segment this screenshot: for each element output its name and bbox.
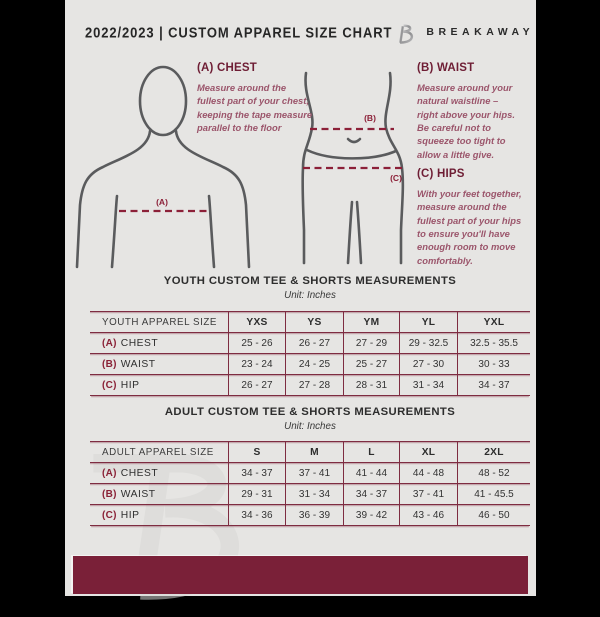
size-range-cell: 44 - 48 bbox=[399, 462, 457, 483]
size-range-cell: 37 - 41 bbox=[399, 483, 457, 504]
size-range-cell: 27 - 28 bbox=[285, 374, 343, 395]
row-marker: (B) bbox=[102, 358, 117, 370]
size-chart-page: 2022/2023 | CUSTOM APPAREL SIZE CHART BR… bbox=[65, 0, 536, 596]
size-range-cell: 39 - 42 bbox=[343, 504, 399, 525]
marker-a-label: (A) bbox=[156, 197, 168, 207]
chest-guide: (A) CHEST Measure around the fullest par… bbox=[197, 62, 313, 134]
size-range-cell: 32.5 - 35.5 bbox=[457, 332, 530, 353]
size-range-cell: 36 - 39 bbox=[285, 504, 343, 525]
size-range-cell: 27 - 29 bbox=[343, 332, 399, 353]
adult-section-title: ADULT CUSTOM TEE & SHORTS MEASUREMENTS bbox=[164, 406, 456, 418]
measurement-row-label: (A) CHEST bbox=[90, 462, 228, 483]
size-column-header: M bbox=[285, 441, 343, 462]
size-column-header: XL bbox=[399, 441, 457, 462]
row-title: HIP bbox=[120, 509, 140, 521]
size-range-cell: 26 - 27 bbox=[228, 374, 285, 395]
size-table-corner-header: ADULT APPAREL SIZE bbox=[90, 441, 228, 462]
size-range-cell: 31 - 34 bbox=[399, 374, 457, 395]
size-range-cell: 26 - 27 bbox=[285, 332, 343, 353]
size-range-cell: 34 - 37 bbox=[457, 374, 530, 395]
size-range-cell: 34 - 37 bbox=[343, 483, 399, 504]
size-range-cell: 46 - 50 bbox=[457, 504, 530, 525]
marker-c-label: (C) bbox=[390, 173, 402, 183]
size-range-cell: 37 - 41 bbox=[285, 462, 343, 483]
hips-guide: (C) HIPS With your feet together, measur… bbox=[417, 168, 529, 267]
row-marker: (C) bbox=[102, 379, 117, 391]
size-range-cell: 34 - 36 bbox=[228, 504, 285, 525]
chest-guide-text: Measure around the fullest part of your … bbox=[197, 82, 313, 134]
measurement-row-label: (C) HIP bbox=[90, 374, 228, 395]
size-range-cell: 31 - 34 bbox=[285, 483, 343, 504]
lower-body-outline bbox=[301, 71, 405, 265]
size-column-header: L bbox=[343, 441, 399, 462]
measurement-row-label: (B) WAIST bbox=[90, 353, 228, 374]
hips-guide-heading: (C) HIPS bbox=[417, 168, 465, 180]
size-range-cell: 29 - 32.5 bbox=[399, 332, 457, 353]
row-marker: (A) bbox=[102, 337, 117, 349]
youth-section-unit: Unit: Inches bbox=[284, 290, 336, 301]
waist-guide-text: Measure around your natural waistline – … bbox=[417, 82, 515, 160]
size-range-cell: 30 - 33 bbox=[457, 353, 530, 374]
size-range-cell: 24 - 25 bbox=[285, 353, 343, 374]
size-table-corner-header: YOUTH APPAREL SIZE bbox=[90, 311, 228, 332]
size-range-cell: 48 - 52 bbox=[457, 462, 530, 483]
page-header: 2022/2023 | CUSTOM APPAREL SIZE CHART BR… bbox=[65, 16, 536, 48]
marker-b-label: (B) bbox=[364, 113, 376, 123]
youth-section-header: YOUTH CUSTOM TEE & SHORTS MEASUREMENTS U… bbox=[90, 275, 530, 301]
brand-name: BREAKAWAY bbox=[426, 26, 535, 38]
waist-guide: (B) WAIST Measure around your natural wa… bbox=[417, 62, 521, 161]
measurement-row-label: (A) CHEST bbox=[90, 332, 228, 353]
adult-section-unit: Unit: Inches bbox=[284, 421, 336, 432]
row-title: WAIST bbox=[120, 488, 156, 500]
waist-guide-heading: (B) WAIST bbox=[417, 62, 475, 74]
row-title: CHEST bbox=[120, 337, 159, 349]
size-range-cell: 43 - 46 bbox=[399, 504, 457, 525]
measurement-row-label: (B) WAIST bbox=[90, 483, 228, 504]
size-range-cell: 27 - 30 bbox=[399, 353, 457, 374]
size-column-header: YXL bbox=[457, 311, 530, 332]
measurement-figures-diagram: (A) (B) (C) bbox=[75, 65, 405, 269]
row-marker: (B) bbox=[102, 488, 117, 500]
size-column-header: S bbox=[228, 441, 285, 462]
size-range-cell: 41 - 45.5 bbox=[457, 483, 530, 504]
row-title: WAIST bbox=[120, 358, 156, 370]
chest-guide-heading: (A) CHEST bbox=[197, 62, 257, 74]
adult-section-header: ADULT CUSTOM TEE & SHORTS MEASUREMENTS U… bbox=[90, 406, 530, 432]
size-range-cell: 25 - 27 bbox=[343, 353, 399, 374]
size-range-cell: 23 - 24 bbox=[228, 353, 285, 374]
size-range-cell: 41 - 44 bbox=[343, 462, 399, 483]
row-title: HIP bbox=[120, 379, 140, 391]
brand-lockup: BREAKAWAY bbox=[392, 19, 534, 46]
adult-size-table: ADULT APPAREL SIZE S M L XL 2XL (A) CHEST 34 - 3… bbox=[90, 441, 530, 526]
breakaway-b-logo-icon bbox=[392, 19, 419, 46]
size-column-header: 2XL bbox=[457, 441, 530, 462]
page-title: 2022/2023 | CUSTOM APPAREL SIZE CHART bbox=[85, 23, 393, 41]
size-range-cell: 28 - 31 bbox=[343, 374, 399, 395]
row-marker: (A) bbox=[102, 467, 117, 479]
size-column-header: YXS bbox=[228, 311, 285, 332]
size-column-header: YM bbox=[343, 311, 399, 332]
hips-guide-text: With your feet together, measure around … bbox=[417, 188, 522, 266]
footer-accent-bar bbox=[73, 556, 528, 594]
measurement-row-label: (C) HIP bbox=[90, 504, 228, 525]
upper-body-outline bbox=[75, 65, 251, 269]
youth-size-table: YOUTH APPAREL SIZE YXS YS YM YL YXL (A) CHEST 25… bbox=[90, 311, 530, 396]
size-column-header: YL bbox=[399, 311, 457, 332]
size-column-header: YS bbox=[285, 311, 343, 332]
size-range-cell: 25 - 26 bbox=[228, 332, 285, 353]
row-marker: (C) bbox=[102, 509, 117, 521]
size-range-cell: 34 - 37 bbox=[228, 462, 285, 483]
youth-section-title: YOUTH CUSTOM TEE & SHORTS MEASUREMENTS bbox=[163, 275, 457, 287]
row-title: CHEST bbox=[120, 467, 159, 479]
size-range-cell: 29 - 31 bbox=[228, 483, 285, 504]
